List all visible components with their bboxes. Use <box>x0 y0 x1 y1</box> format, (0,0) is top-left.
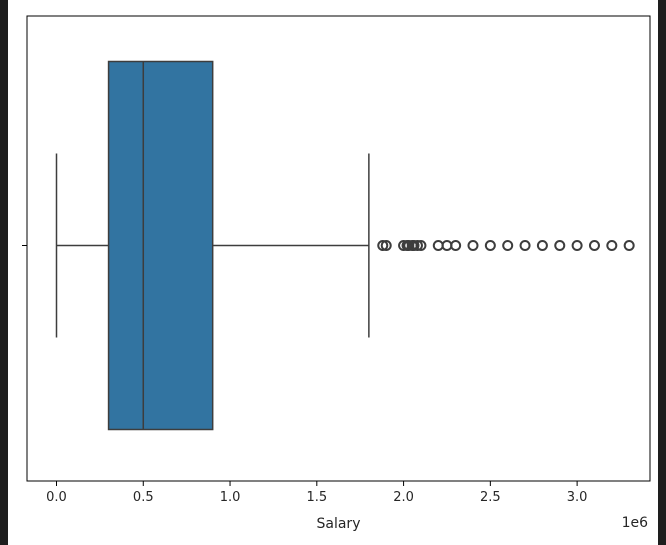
box-plot: 0.0 0.5 1.0 1.5 2.0 2.5 3.0 Salary 1e6 <box>22 15 651 532</box>
outlier-point <box>519 240 531 251</box>
outlier-point <box>606 240 618 251</box>
outlier-point <box>554 240 566 251</box>
outlier-point <box>484 240 496 251</box>
outlier-point <box>432 240 444 251</box>
outlier-point <box>502 240 514 251</box>
outlier-point <box>623 240 635 251</box>
x-tick-label: 2.5 <box>480 490 501 505</box>
outlier-point <box>441 240 453 251</box>
outlier-point <box>571 240 583 251</box>
x-tick-label: 0.0 <box>46 490 67 505</box>
plot-frame <box>26 15 651 482</box>
x-offset-label: 1e6 <box>622 515 649 531</box>
x-tick-label: 3.0 <box>567 490 588 505</box>
outlier-point <box>377 240 389 251</box>
outlier-point <box>408 240 420 251</box>
outlier-point <box>450 240 462 251</box>
outlier-point <box>467 240 479 251</box>
outlier-point <box>588 240 600 251</box>
outlier-point <box>536 240 548 251</box>
x-tick-label: 0.5 <box>133 490 154 505</box>
x-tick-label: 1.0 <box>220 490 241 505</box>
chart-figure: 0.0 0.5 1.0 1.5 2.0 2.5 3.0 Salary 1e6 <box>8 0 658 545</box>
x-tick-label: 1.5 <box>306 490 327 505</box>
outlier-point <box>411 240 423 251</box>
outlier-point <box>380 240 392 251</box>
x-tick-label: 2.0 <box>393 490 414 505</box>
iqr-box <box>107 60 214 431</box>
x-axis-label: Salary <box>317 516 361 532</box>
outlier-point <box>415 240 427 251</box>
